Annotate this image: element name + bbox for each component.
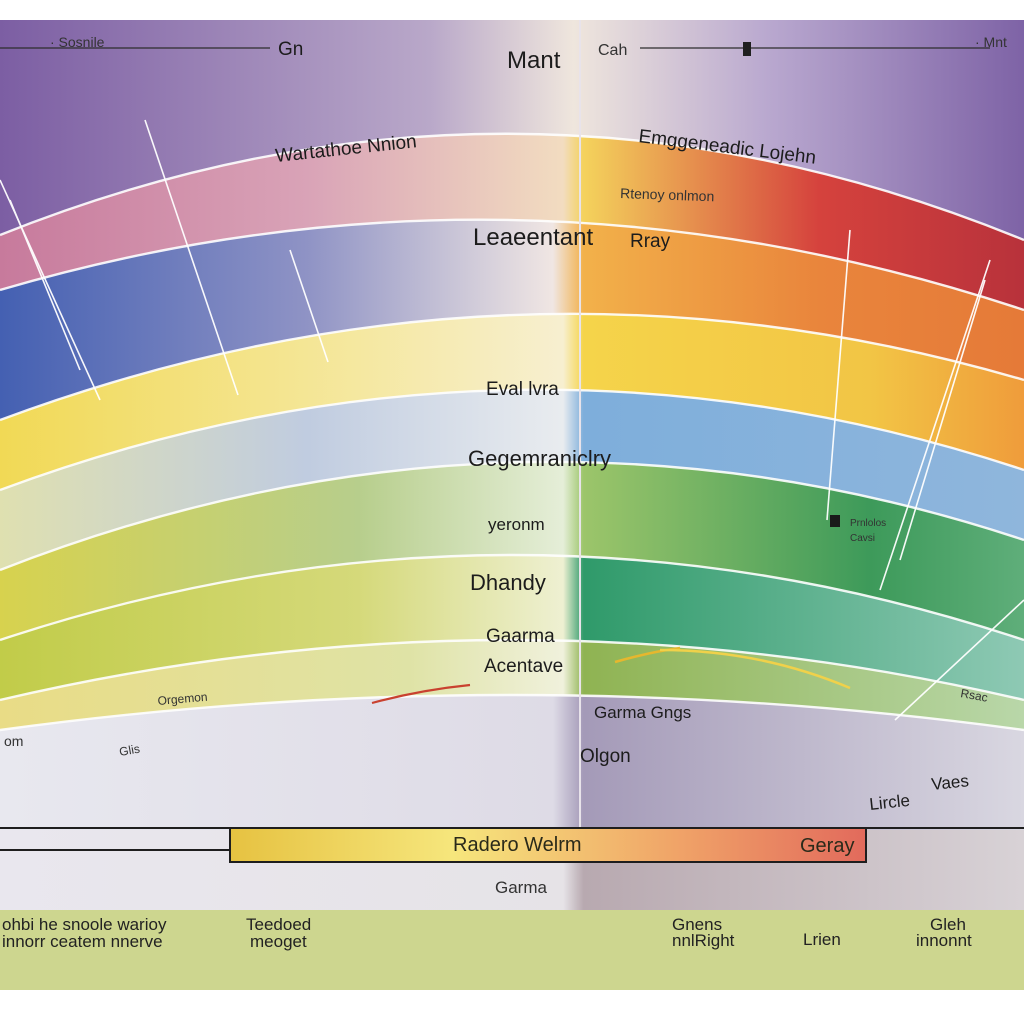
diagram-title: Mant [507,47,561,74]
label-glis: Glis [118,742,141,759]
label-ray: Rray [630,231,671,252]
footer-col3-line1: Gnens [672,915,722,934]
label-linde: Lircle [868,791,910,814]
label-lom: om [4,733,23,749]
arc-lines [0,132,1024,732]
footer-col1-line1: ohbi he snoole warioy [2,915,167,934]
label-vaes: Vaes [930,771,969,794]
label-box-2: Cavsi [850,533,875,544]
label-top-left: · Sosnile [50,34,105,50]
label-rsac: Rsac [959,686,988,705]
label-cah: Cah [598,42,627,59]
label-gamma-bottom: Garma [495,878,548,897]
footer-col3-line2: nnlRight [672,931,735,950]
label-orgemon: Orgemon [157,690,208,708]
small-legend-box [830,515,840,527]
footer-col5-line1: Gleh [930,915,966,934]
label-recovery: Rtenoy onlmon [620,185,715,204]
footer-col5-line2: innonnt [916,931,972,950]
lower-region [0,695,1024,830]
label-yeronm: yeronm [488,515,545,534]
label-acentave: Acentave [484,656,563,677]
label-gn: Gn [278,39,303,60]
scale-bar [229,827,867,863]
footer-col2-line1: Teedoed [246,915,311,934]
footer-col2-line2: meoget [250,932,307,951]
label-geg: Gegemraniclry [468,446,611,471]
pointer-lines [0,119,1024,721]
footer-col4-line1: Lrien [803,930,841,949]
footer-col1-line2: innorr ceatem nnerve [2,932,163,951]
label-gamma-gngs: Garma Gngs [594,703,691,722]
scale-bar-right-label: Geray [800,835,854,857]
accent-red-stroke [371,683,471,705]
label-dhandy: Dhandy [470,570,546,595]
label-gaarma: Gaarma [486,626,555,647]
label-eval: Eval lvra [486,379,559,400]
footer-bottom [0,990,1024,1024]
top-marker [743,42,751,56]
label-leaeentant: Leaeentant [473,224,593,251]
footer-band [0,910,1024,990]
label-box-1: Prnlolos [850,518,886,529]
scale-bar-left-label: Radero Welrm [453,834,582,856]
accent-yellow-stroke [614,646,681,664]
accent-yellow-stroke-2 [659,648,851,690]
label-top-right: · Mnt [975,34,1007,50]
label-olgon: Olgon [580,746,631,767]
